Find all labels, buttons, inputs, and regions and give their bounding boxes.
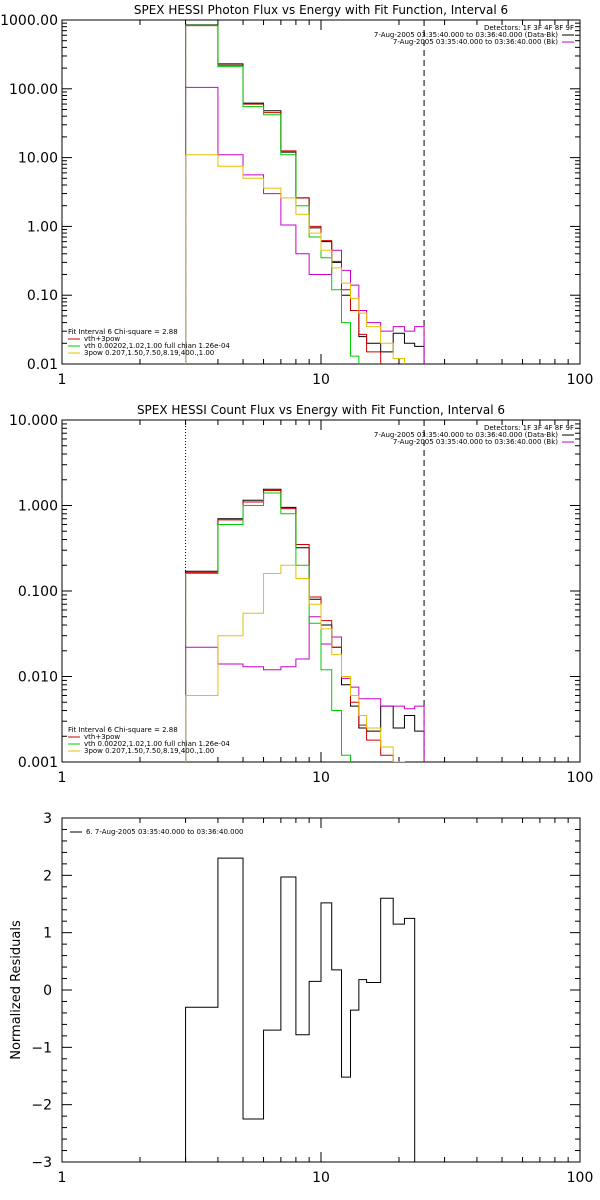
- legend-entry: 6. 7-Aug-2005 03:35:40.000 to 03:36:40.0…: [86, 828, 244, 836]
- y-tick-label: 0.100: [18, 584, 58, 600]
- energy-range-markers: [185, 20, 425, 364]
- legend-top-left: 6. 7-Aug-2005 03:35:40.000 to 03:36:40.0…: [70, 828, 244, 836]
- y-tick-label: 0.10: [27, 288, 58, 304]
- y-axis: −3 −2 −1 0 1 2 3: [31, 811, 580, 1171]
- y-tick-label: 10.00: [18, 151, 58, 167]
- y-tick-label: −2: [31, 1098, 52, 1114]
- chart-title: SPEX HESSI Photon Flux vs Energy with Fi…: [134, 3, 508, 17]
- series-line-4: [185, 24, 360, 364]
- y-tick-label: −3: [31, 1155, 52, 1171]
- series-line-5: [185, 154, 405, 364]
- legend-entry: 7-Aug-2005 03:35:40.000 to 03:36:40.000 …: [374, 431, 558, 439]
- legend-entry: 3pow 0.207,1.50,7.50,8.19,400.,1.00: [84, 747, 214, 755]
- y-axis: 0.001 0.010 0.100 1.000 10.000: [9, 413, 580, 771]
- y-tick-label: 100.00: [9, 82, 58, 98]
- x-tick-label: 1: [58, 770, 67, 786]
- y-tick-label: 2: [43, 868, 52, 884]
- series-line-1: [185, 857, 416, 1162]
- x-tick-label: 1: [58, 1170, 67, 1186]
- plot-frame: [61, 817, 581, 1163]
- x-tick-label: 100: [567, 372, 594, 388]
- y-tick-label: 1000.00: [0, 13, 58, 29]
- x-tick-label: 1: [58, 372, 67, 388]
- series-line-4: [185, 492, 352, 762]
- y-tick-label: 0: [43, 983, 52, 999]
- legend-entry: Fit Interval 6 Chi-square = 2.88: [68, 726, 178, 734]
- legend-entry: 7-Aug-2005 03:35:40.000 to 03:36:40.000 …: [374, 31, 558, 39]
- legend-top-right: Detectors: 1F 3F 4F 8F 9F7-Aug-2005 03:3…: [374, 424, 574, 446]
- legend-entry: vth+3pow: [84, 335, 120, 343]
- y-tick-label: 0.010: [18, 670, 58, 686]
- legend-top-right: Detectors: 1F 3F 4F 8F 9F7-Aug-2005 03:3…: [374, 24, 574, 46]
- x-axis: 1 10 100: [58, 420, 594, 786]
- chart-title: SPEX HESSI Count Flux vs Energy with Fit…: [137, 403, 505, 417]
- legend-entry: 7-Aug-2005 03:35:40.000 to 03:36:40.000 …: [393, 38, 558, 46]
- y-tick-label: 10.000: [9, 413, 58, 429]
- y-tick-label: 3: [43, 811, 52, 827]
- legend-entry: Fit Interval 6 Chi-square = 2.88: [68, 328, 178, 336]
- y-tick-label: 1.000: [18, 499, 58, 515]
- legend-entry: 3pow 0.207,1.50,7.50,8.19,400.,1.00: [84, 349, 214, 357]
- x-tick-label: 10: [312, 770, 330, 786]
- legend-entry: 7-Aug-2005 03:35:40.000 to 03:36:40.000 …: [393, 438, 558, 446]
- legend-entry: vth+3pow: [84, 733, 120, 741]
- series-line-3: [185, 489, 394, 762]
- x-tick-label: 100: [567, 1170, 594, 1186]
- chart-panel-2: SPEX HESSI Count Flux vs Energy with Fit…: [9, 403, 594, 786]
- series-group: [185, 24, 425, 364]
- y-axis-label: Normalized Residuals: [9, 920, 24, 1060]
- legend-bottom-left: Fit Interval 6 Chi-square = 2.88vth+3pow…: [68, 328, 230, 357]
- y-tick-label: −1: [31, 1040, 52, 1056]
- y-tick-label: 0.01: [27, 357, 58, 373]
- chart-panel-1: SPEX HESSI Photon Flux vs Energy with Fi…: [0, 3, 593, 388]
- x-axis: 1 10 100: [58, 20, 594, 388]
- legend-entry: vth 0.00202,1.02,1.00 full chian 1.26e-0…: [84, 740, 230, 748]
- x-tick-label: 10: [312, 1170, 330, 1186]
- series-group: [185, 857, 416, 1162]
- series-line-2: [185, 616, 425, 762]
- plot-frame: [61, 19, 581, 365]
- series-line-1: [185, 24, 425, 364]
- legend-entry: vth 0.00202,1.02,1.00 full chian 1.26e-0…: [84, 342, 230, 350]
- legend-entry: Detectors: 1F 3F 4F 8F 9F: [484, 424, 574, 432]
- x-tick-label: 10: [312, 372, 330, 388]
- x-tick-label: 100: [567, 770, 594, 786]
- chart-panel-3: Normalized Residuals 1 10 100 −3 −2 −1 0 1 2 3 6. 7…: [9, 811, 593, 1186]
- x-axis: 1 10 100: [58, 818, 594, 1186]
- legend-bottom-left: Fit Interval 6 Chi-square = 2.88vth+3pow…: [68, 726, 230, 755]
- y-tick-label: 1.00: [27, 219, 58, 235]
- energy-range-markers: [185, 420, 425, 762]
- series-line-5: [185, 564, 405, 762]
- series-line-2: [185, 86, 425, 364]
- series-group: [185, 488, 425, 762]
- plot-frame: [61, 419, 581, 763]
- y-tick-label: 1: [43, 926, 52, 942]
- legend-entry: Detectors: 1F 3F 4F 8F 9F: [484, 24, 574, 32]
- y-tick-label: 0.001: [18, 755, 58, 771]
- y-axis: 0.01 0.10 1.00 10.00 100.00 1000.00: [0, 13, 580, 373]
